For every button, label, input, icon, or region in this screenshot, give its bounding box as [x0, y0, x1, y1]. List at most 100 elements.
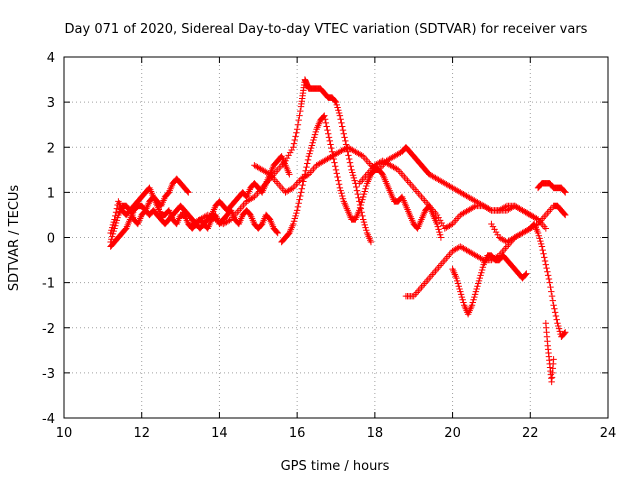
data-point — [338, 190, 345, 197]
data-point — [359, 212, 366, 220]
data-point — [337, 116, 344, 123]
x-tick-label: 10 — [56, 426, 73, 441]
data-point — [548, 288, 555, 295]
data-point — [522, 271, 529, 278]
grid-lines — [64, 57, 608, 418]
data-point — [335, 177, 342, 184]
data-point — [436, 231, 444, 238]
x-tick-label: 12 — [133, 426, 150, 441]
data-point — [291, 136, 299, 144]
data-point — [286, 149, 294, 156]
data-point — [303, 163, 310, 171]
data-point — [342, 137, 349, 145]
series-track-11 — [488, 202, 569, 246]
data-point — [295, 200, 302, 207]
data-point — [297, 192, 304, 200]
data-point — [492, 228, 500, 236]
data-point — [356, 207, 363, 214]
series-track-9 — [449, 252, 530, 318]
data-point — [336, 184, 344, 192]
data-point — [471, 293, 478, 301]
data-point — [533, 221, 540, 229]
data-point — [258, 221, 265, 229]
data-point — [246, 210, 253, 218]
data-point — [367, 238, 375, 246]
data-point — [327, 141, 334, 148]
series-track-10 — [534, 180, 569, 196]
data-point — [541, 257, 549, 265]
data-point — [285, 152, 292, 159]
y-tick-label: 3 — [47, 96, 55, 111]
data-point — [286, 171, 293, 178]
data-point — [373, 165, 381, 173]
y-axis-title: SDTVAR / TECUs — [7, 185, 22, 292]
data-point — [331, 159, 338, 166]
data-point — [122, 226, 129, 233]
data-point — [475, 277, 483, 285]
data-point — [265, 170, 272, 177]
data-point — [360, 190, 368, 198]
data-point — [292, 133, 299, 140]
data-point — [555, 325, 563, 332]
data-point — [523, 270, 530, 277]
data-point — [305, 153, 312, 160]
data-point — [337, 187, 344, 194]
data-point — [471, 203, 478, 211]
data-point — [537, 240, 545, 248]
data-point — [274, 229, 281, 237]
data-point — [349, 172, 357, 179]
data-point — [361, 188, 368, 195]
data-point — [355, 194, 362, 201]
data-point — [304, 156, 312, 164]
series-track-6 — [251, 144, 550, 232]
data-point — [288, 146, 295, 154]
data-point — [325, 134, 333, 141]
data-point — [457, 288, 464, 295]
data-point — [363, 227, 370, 234]
data-point — [542, 225, 550, 232]
data-point — [541, 254, 548, 261]
x-tick-label: 20 — [444, 426, 461, 441]
chart-title: Day 071 of 2020, Sidereal Day-to-day VTE… — [65, 22, 588, 37]
data-point — [273, 228, 281, 236]
data-point — [549, 297, 557, 304]
data-point — [164, 190, 172, 197]
data-point — [474, 283, 481, 290]
data-point — [109, 221, 117, 229]
data-point — [546, 279, 553, 286]
data-point — [478, 266, 486, 274]
data-point — [334, 173, 341, 181]
data-point — [108, 233, 116, 240]
data-point — [338, 119, 345, 127]
x-tick-label: 24 — [600, 426, 617, 441]
data-point — [339, 195, 347, 202]
data-point — [185, 189, 192, 196]
data-point — [361, 221, 368, 229]
data-point — [332, 98, 340, 106]
data-point — [457, 291, 465, 298]
data-point — [539, 246, 546, 254]
data-point — [325, 130, 332, 137]
data-point — [544, 268, 551, 275]
data-point — [226, 217, 233, 224]
data-point — [378, 170, 386, 177]
data-point — [479, 264, 487, 271]
data-point — [335, 109, 343, 117]
y-tick-label: 2 — [47, 141, 55, 156]
data-point — [393, 165, 400, 173]
data-point — [551, 305, 558, 312]
series-track-4 — [189, 76, 375, 246]
data-point — [332, 163, 339, 170]
data-point — [111, 216, 118, 223]
data-point — [553, 316, 560, 323]
data-point — [323, 123, 330, 130]
data-point — [434, 223, 442, 230]
data-point — [307, 147, 314, 155]
data-point — [293, 207, 301, 214]
data-point — [339, 192, 346, 200]
data-point — [473, 285, 480, 293]
data-point — [472, 288, 480, 295]
data-point — [298, 185, 306, 192]
data-point — [297, 189, 305, 196]
data-point — [340, 130, 347, 137]
